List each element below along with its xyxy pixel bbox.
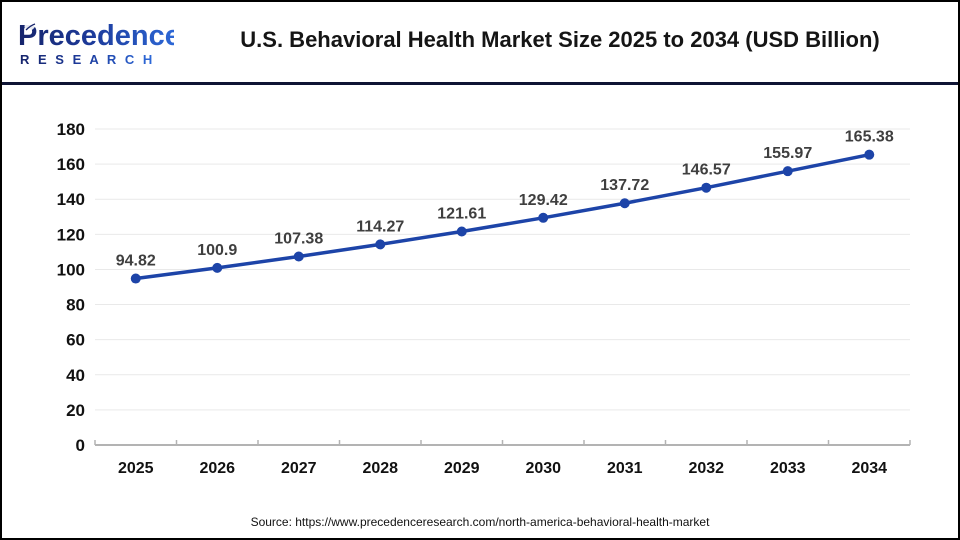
- y-axis-label: 100: [57, 260, 85, 279]
- header: Precedence R E S E A R C H U.S. Behavior…: [2, 2, 958, 82]
- data-point: [293, 251, 304, 262]
- chart-title: U.S. Behavioral Health Market Size 2025 …: [240, 27, 880, 52]
- logo-wordmark: Precedence: [18, 20, 174, 52]
- x-axis-label: 2034: [851, 460, 887, 477]
- precedence-research-logo: Precedence R E S E A R C H: [18, 20, 174, 67]
- x-axis-label: 2032: [688, 460, 724, 477]
- y-axis-label: 180: [57, 120, 85, 139]
- x-axis-label: 2025: [118, 460, 154, 477]
- x-axis-label: 2027: [281, 460, 317, 477]
- logo-leaf-vein: [25, 23, 36, 31]
- x-axis-label: 2029: [444, 460, 480, 477]
- logo-subtext: R E S E A R C H: [20, 52, 155, 67]
- y-axis-label: 40: [66, 366, 85, 385]
- y-axis-label: 60: [66, 331, 85, 350]
- market-size-line-chart: 0 20 40 60 80 100 120 140 160 180 2025 2026 2027 2028…: [57, 120, 911, 477]
- header-divider: [2, 82, 958, 85]
- data-label: 94.82: [116, 253, 156, 270]
- data-point: [538, 212, 549, 223]
- data-label: 107.38: [274, 230, 323, 247]
- data-label: 121.61: [437, 206, 486, 223]
- y-axis-label: 140: [57, 190, 85, 209]
- data-point: [701, 182, 712, 193]
- footer: Source: https://www.precedenceresearch.c…: [2, 507, 958, 536]
- y-axis-label: 0: [76, 436, 85, 455]
- x-axis-label: 2030: [525, 460, 561, 477]
- data-label: 146.57: [682, 162, 731, 179]
- y-axis-label: 160: [57, 155, 85, 174]
- data-label: 100.9: [197, 242, 237, 259]
- data-label: 129.42: [519, 192, 568, 209]
- y-axis-label: 80: [66, 296, 85, 315]
- y-axis-label: 120: [57, 225, 85, 244]
- x-axis-label: 2026: [199, 460, 235, 477]
- data-label: 114.27: [356, 218, 404, 235]
- data-point: [130, 273, 141, 284]
- data-point: [619, 198, 630, 209]
- source-text: Source: https://www.precedenceresearch.c…: [250, 514, 710, 529]
- chart-area: 0 20 40 60 80 100 120 140 160 180 2025 2026 2027 2028…: [2, 85, 958, 507]
- data-point: [375, 239, 386, 250]
- data-point: [782, 166, 793, 177]
- x-axis-label: 2033: [770, 460, 806, 477]
- data-point: [456, 226, 467, 237]
- data-point: [864, 149, 875, 160]
- data-label: 155.97: [763, 145, 812, 162]
- data-point: [212, 262, 223, 273]
- data-label: 137.72: [600, 177, 649, 194]
- y-axis-label: 20: [66, 401, 85, 420]
- x-axis-label: 2031: [607, 460, 643, 477]
- series-line: [134, 152, 871, 281]
- data-label: 165.38: [845, 129, 894, 146]
- x-axis-label: 2028: [362, 460, 398, 477]
